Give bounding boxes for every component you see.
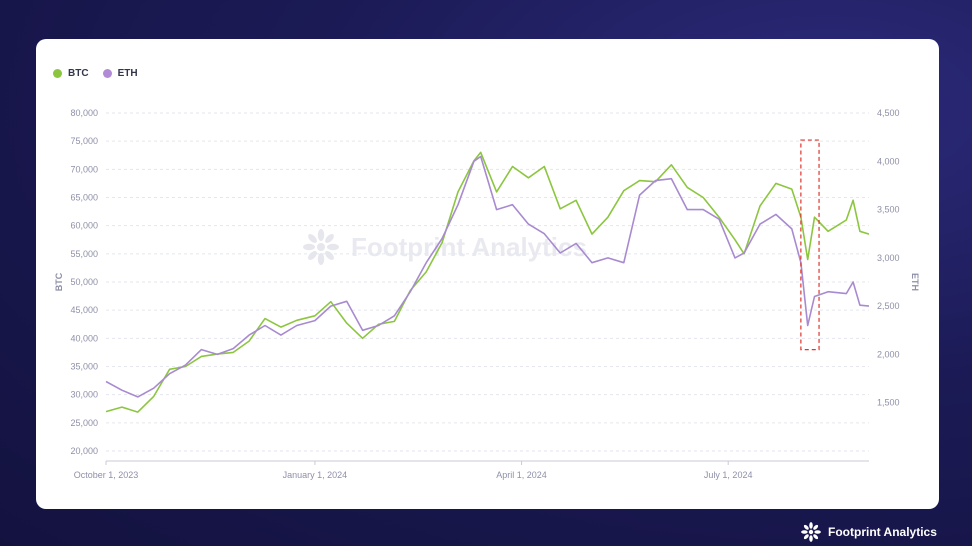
y-tick-label: 45,000 xyxy=(70,305,98,315)
y2-tick-label: 4,500 xyxy=(877,108,900,118)
brand-logo[interactable]: Footprint Analytics xyxy=(800,521,937,543)
legend-dot-btc xyxy=(53,69,62,78)
y-axis-title: BTC xyxy=(54,272,64,291)
y2-tick-label: 3,000 xyxy=(877,253,900,263)
y-tick-label: 75,000 xyxy=(70,136,98,146)
legend-label-btc: BTC xyxy=(68,68,89,79)
y-tick-label: 65,000 xyxy=(70,193,98,203)
y-tick-label: 60,000 xyxy=(70,221,98,231)
footprint-snowflake-icon xyxy=(303,229,339,265)
y2-tick-label: 3,500 xyxy=(877,205,900,215)
chart-legend: BTC ETH xyxy=(53,68,138,79)
y2-tick-label: 1,500 xyxy=(877,398,900,408)
x-tick-label: October 1, 2023 xyxy=(74,470,139,480)
series-line-btc xyxy=(105,151,870,413)
y-tick-label: 25,000 xyxy=(70,418,98,428)
watermark: Footprint Analytics xyxy=(301,227,587,267)
legend-item-eth[interactable]: ETH xyxy=(102,68,138,79)
legend-item-btc[interactable]: BTC xyxy=(53,68,89,79)
series-line-eth xyxy=(105,155,870,398)
y2-tick-label: 2,000 xyxy=(877,349,900,359)
footprint-snowflake-icon xyxy=(801,522,821,542)
y-tick-label: 40,000 xyxy=(70,333,98,343)
y-tick-label: 70,000 xyxy=(70,164,98,174)
x-tick-label: April 1, 2024 xyxy=(496,470,547,480)
brand-name: Footprint Analytics xyxy=(828,525,937,539)
y2-tick-label: 4,000 xyxy=(877,156,900,166)
y-tick-label: 55,000 xyxy=(70,249,98,259)
line-chart: 80,000 75,000 70,000 65,000 60,000 55,000 50,0… xyxy=(54,108,920,480)
y-tick-label: 20,000 xyxy=(70,446,98,456)
y2-tick-label: 2,500 xyxy=(877,301,900,311)
y-tick-label: 50,000 xyxy=(70,277,98,287)
highlight-box xyxy=(800,139,820,351)
y-tick-label: 35,000 xyxy=(70,362,98,372)
y-tick-label: 80,000 xyxy=(70,108,98,118)
chart-card: BTC ETH Footprint Analytics 80,000 75,000… xyxy=(36,39,939,509)
legend-label-eth: ETH xyxy=(117,68,138,79)
x-tick-label: July 1, 2024 xyxy=(704,470,753,480)
y-tick-label: 30,000 xyxy=(70,390,98,400)
y2-axis-title: ETH xyxy=(910,273,920,291)
legend-dot-eth xyxy=(102,69,112,78)
x-tick-label: January 1, 2024 xyxy=(283,470,348,480)
